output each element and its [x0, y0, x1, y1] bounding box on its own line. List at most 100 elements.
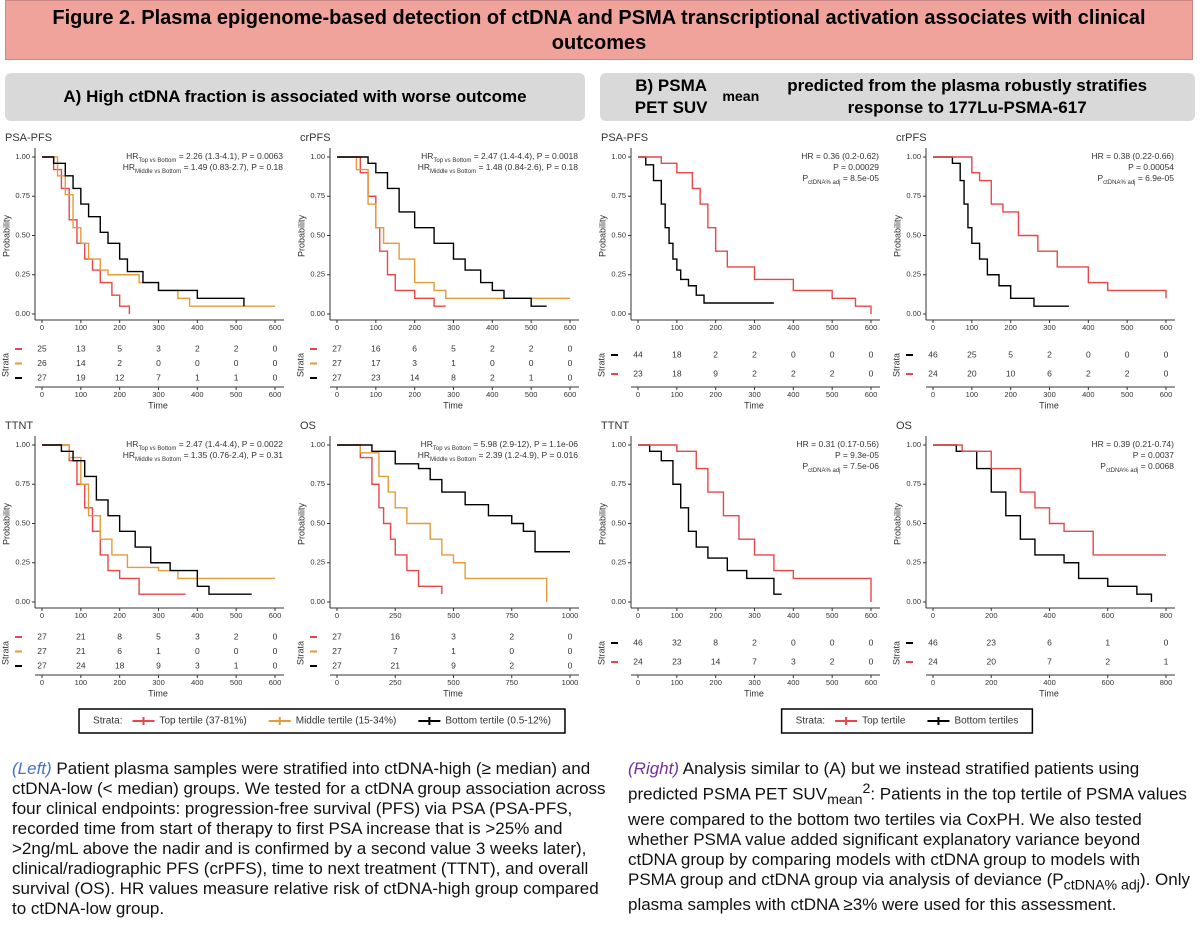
annotation: PctDNA% adj = 0.0068: [1100, 461, 1174, 473]
y-tick-label: 0.25: [906, 270, 921, 279]
table-label: Strata: [0, 641, 10, 665]
text-segment: mean: [722, 89, 760, 105]
at-risk-count: 1: [1164, 656, 1169, 666]
x-tick-label: 200: [113, 323, 126, 332]
legend-label: Top tertile: [862, 716, 906, 727]
x-tick-label: 0: [636, 611, 640, 620]
y-axis-label: Probability: [597, 502, 607, 545]
annotation: HRMiddle vs Bottom = 1.35 (0.76-2.4), P …: [123, 450, 283, 462]
at-risk-count: 0: [490, 358, 495, 368]
survival-curve: [638, 156, 774, 304]
at-risk-count: 5: [117, 343, 122, 353]
legend-label: Middle tertile (15-34%): [296, 716, 397, 727]
annotation-sub: Middle vs Bottom: [430, 457, 476, 463]
annotation-text: HR: [418, 162, 430, 172]
at-risk-count: 0: [830, 349, 835, 359]
table-tick-label: 250: [389, 678, 402, 687]
at-risk-count: 24: [928, 656, 938, 666]
table-tick-label: 200: [709, 390, 722, 399]
at-risk-count: 2: [529, 343, 534, 353]
annotation: PctDNA% adj = 7.5e-06: [802, 461, 879, 473]
table-tick-label: 300: [748, 678, 761, 687]
annotation: HRTop vs Bottom = 2.47 (1.4-4.4), P = 0.…: [421, 151, 578, 163]
y-axis-label: Probability: [296, 502, 306, 545]
survival-curve: [933, 444, 1153, 602]
at-risk-count: 0: [1164, 368, 1169, 378]
at-risk-count: 3: [791, 656, 796, 666]
table-tick-label: 500: [230, 390, 243, 399]
x-tick-label: 800: [1160, 611, 1173, 620]
annotation-text: = 6.9e-05: [1135, 173, 1174, 183]
y-tick-label: 0.50: [310, 230, 325, 239]
x-tick-label: 600: [564, 323, 577, 332]
y-tick-label: 0.25: [611, 270, 626, 279]
at-risk-count: 18: [672, 368, 682, 378]
at-risk-count: 7: [393, 646, 398, 656]
chart-title: crPFS: [300, 132, 331, 144]
at-risk-count: 0: [1125, 349, 1130, 359]
x-tick-label: 500: [230, 323, 243, 332]
at-risk-count: 27: [37, 660, 47, 670]
y-tick-label: 1.00: [611, 440, 626, 449]
annotation-sub: ctDNA% adj: [808, 468, 840, 474]
x-tick-label: 600: [865, 323, 878, 332]
at-risk-count: 23: [633, 368, 643, 378]
y-tick-label: 1.00: [611, 152, 626, 161]
legend-box: [780, 708, 1034, 734]
panel-heading: A) High ctDNA fraction is associated wit…: [5, 73, 585, 121]
survival-curve: [933, 444, 1166, 556]
at-risk-count: 2: [509, 660, 514, 670]
at-risk-count: 0: [273, 358, 278, 368]
y-tick-label: 0.25: [310, 558, 325, 567]
at-risk-count: 20: [987, 656, 997, 666]
annotation-text: P = 9.3e-05: [835, 450, 879, 460]
text-segment: B) PSMA PET SUV: [634, 76, 708, 117]
chart-title: PSA-PFS: [5, 132, 52, 144]
annotation-text: = 1.48 (0.84-2.6), P = 0.18: [476, 162, 578, 172]
annotation-text: P: [1100, 461, 1106, 471]
annotation: HR = 0.31 (0.17-0.56): [797, 439, 880, 449]
annotation-text: = 8.5e-05: [840, 173, 879, 183]
table-tick-label: 100: [671, 390, 684, 399]
annotation-text: HR = 0.38 (0.22-0.66): [1092, 151, 1175, 161]
x-tick-label: 600: [1160, 323, 1173, 332]
y-axis-label: Probability: [1, 214, 11, 257]
at-risk-count: 20: [967, 368, 977, 378]
at-risk-count: 2: [490, 372, 495, 382]
at-risk-count: 2: [791, 368, 796, 378]
annotation: P = 0.00054: [1128, 162, 1174, 172]
table-tick-label: 100: [75, 678, 88, 687]
at-risk-count: 18: [672, 349, 682, 359]
annotation: P = 0.00029: [833, 162, 879, 172]
survival-curve: [42, 156, 245, 307]
x-tick-label: 300: [152, 611, 165, 620]
y-axis-label: Probability: [597, 214, 607, 257]
at-risk-count: 0: [195, 646, 200, 656]
text-segment: mean: [827, 792, 863, 809]
chart-title: OS: [300, 420, 316, 432]
annotation-sub: Top vs Bottom: [138, 158, 176, 164]
y-tick-label: 0.50: [611, 518, 626, 527]
at-risk-count: 0: [273, 631, 278, 641]
annotation-text: P: [802, 461, 808, 471]
annotation-text: HR: [123, 162, 135, 172]
at-risk-count: 0: [791, 637, 796, 647]
table-tick-label: 600: [865, 390, 878, 399]
annotation-text: P = 0.00054: [1128, 162, 1174, 172]
annotation-text: = 2.26 (1.3-4.1), P = 0.0063: [176, 151, 283, 161]
at-risk-count: 8: [451, 372, 456, 382]
legend-label: Bottom tertile (0.5-12%): [445, 716, 551, 727]
annotation-text: P: [802, 173, 808, 183]
at-risk-count: 0: [195, 358, 200, 368]
at-risk-count: 1: [234, 660, 239, 670]
x-tick-label: 200: [1004, 323, 1017, 332]
at-risk-count: 46: [928, 637, 938, 647]
y-axis-label: Probability: [1, 502, 11, 545]
at-risk-count: 0: [1164, 349, 1169, 359]
y-tick-label: 0.50: [906, 518, 921, 527]
at-risk-count: 27: [332, 372, 342, 382]
at-risk-count: 0: [568, 631, 573, 641]
annotation-text: = 5.98 (2.9-12), P = 1.1e-06: [471, 439, 578, 449]
at-risk-count: 2: [1086, 368, 1091, 378]
x-tick-label: 100: [75, 323, 88, 332]
